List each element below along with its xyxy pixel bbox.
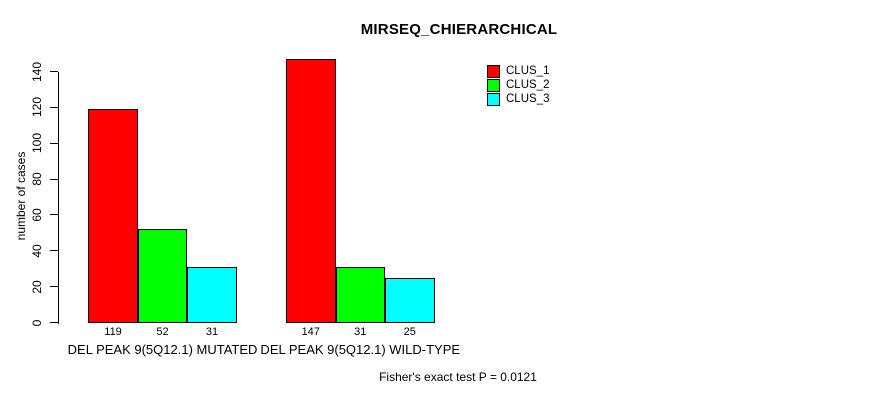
bar-clus_1-group1 bbox=[88, 109, 138, 324]
legend-item-clus_1: CLUS_1 bbox=[487, 64, 549, 78]
y-axis-line bbox=[58, 71, 59, 324]
bar-clus_1-group2 bbox=[286, 58, 336, 324]
legend-label: CLUS_2 bbox=[506, 79, 550, 91]
y-tick bbox=[50, 250, 58, 252]
bar-value-label: 25 bbox=[403, 326, 416, 338]
y-tick bbox=[50, 71, 58, 72]
bar-value-label: 119 bbox=[104, 326, 122, 338]
x-category-label: DEL PEAK 9(5Q12.1) MUTATED bbox=[67, 342, 258, 357]
bar-clus_2-group1 bbox=[137, 229, 188, 324]
y-tick-label: 40 bbox=[30, 244, 44, 258]
legend-label: CLUS_3 bbox=[506, 93, 550, 105]
y-tick-label: 100 bbox=[30, 133, 44, 154]
y-tick bbox=[50, 286, 58, 288]
fisher-test-annotation: Fisher's exact test P = 0.0121 bbox=[379, 370, 537, 384]
legend-swatch-icon bbox=[487, 92, 500, 106]
bar-value-label: 52 bbox=[156, 326, 169, 338]
bar-value-label: 31 bbox=[205, 326, 219, 338]
y-tick-label: 120 bbox=[30, 97, 44, 118]
legend-label: CLUS_1 bbox=[506, 65, 550, 77]
bar-clus_2-group2 bbox=[335, 266, 385, 324]
legend-item-clus_3: CLUS_3 bbox=[487, 92, 549, 106]
y-tick-label: 140 bbox=[30, 61, 44, 82]
bar-value-label: 147 bbox=[301, 326, 320, 338]
bar-clus_3-group1 bbox=[187, 266, 237, 324]
bar-value-label: 31 bbox=[354, 326, 367, 338]
y-tick bbox=[50, 322, 58, 323]
y-tick-label: 60 bbox=[30, 208, 44, 222]
y-tick-label: 20 bbox=[30, 279, 44, 294]
y-tick bbox=[50, 106, 58, 108]
y-tick bbox=[50, 142, 58, 144]
y-tick-label: 0 bbox=[30, 319, 44, 326]
bar-clus_3-group2 bbox=[385, 277, 435, 324]
y-tick bbox=[50, 178, 58, 180]
x-category-label: DEL PEAK 9(5Q12.1) WILD-TYPE bbox=[260, 342, 461, 357]
chart-title: MIRSEQ_CHIERARCHICAL bbox=[360, 21, 558, 38]
y-tick bbox=[50, 214, 58, 216]
legend-swatch-icon bbox=[487, 64, 500, 78]
legend-swatch-icon bbox=[487, 78, 500, 92]
legend-item-clus_2: CLUS_2 bbox=[487, 78, 549, 92]
y-tick-label: 80 bbox=[30, 172, 44, 186]
legend: CLUS_1 CLUS_2 CLUS_3 bbox=[487, 64, 549, 106]
